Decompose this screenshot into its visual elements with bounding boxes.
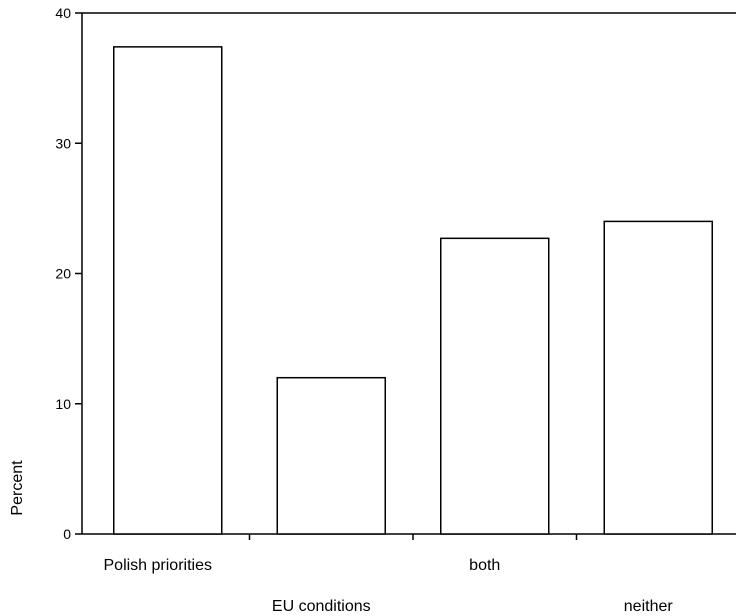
y-tick-label: 30 — [55, 135, 71, 151]
x-category-label: EU conditions — [272, 598, 371, 615]
y-axis-title: Percent — [9, 460, 26, 516]
x-axis: Polish priorities EU conditions both neithe… — [104, 534, 674, 615]
bar — [603, 220, 713, 535]
bar — [440, 237, 550, 535]
y-tick-label: 10 — [55, 396, 71, 412]
x-category-label: both — [469, 557, 500, 574]
y-tick-label: 0 — [63, 526, 71, 542]
y-axis: 0 10 20 30 40 — [55, 5, 82, 542]
y-tick-label: 40 — [55, 5, 71, 21]
bar — [276, 376, 386, 535]
bars — [113, 46, 713, 535]
bar — [113, 46, 223, 535]
x-category-label: Polish priorities — [104, 557, 212, 574]
y-tick-label: 20 — [55, 266, 71, 282]
x-category-label: neither — [624, 598, 674, 615]
